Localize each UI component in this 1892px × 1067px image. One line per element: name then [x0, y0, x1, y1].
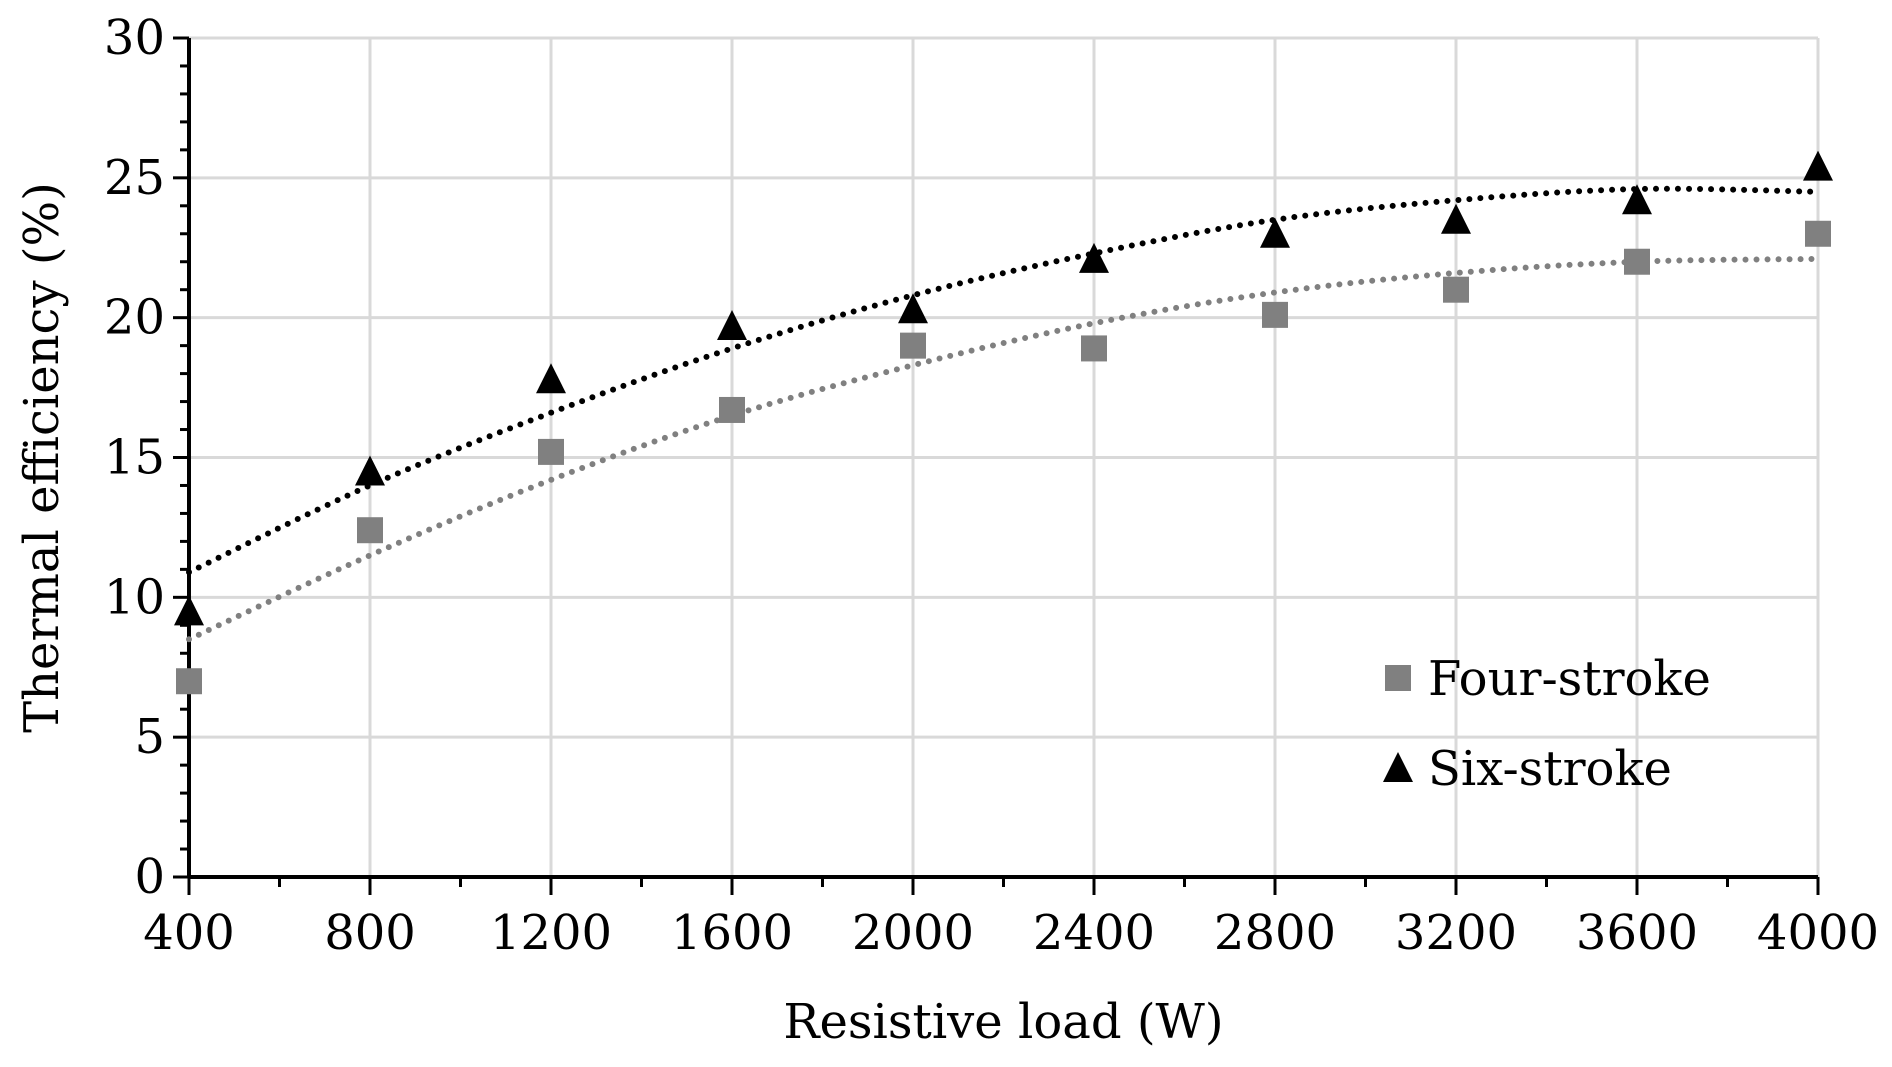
x-tick-label: 4000 [1757, 905, 1879, 961]
data-point-four-stroke [538, 438, 564, 465]
data-point-six-stroke [898, 293, 928, 324]
y-tick-label: 10 [104, 569, 165, 625]
x-tick-label: 1600 [671, 905, 793, 961]
y-tick-label: 15 [104, 430, 165, 486]
data-point-six-stroke [1441, 203, 1471, 234]
x-tick-label: 3600 [1576, 905, 1698, 961]
data-point-four-stroke [1262, 301, 1288, 328]
data-point-four-stroke [357, 517, 383, 544]
x-tick-label: 3200 [1395, 905, 1517, 961]
data-point-six-stroke [1803, 150, 1833, 181]
y-axis-title: Thermal efficiency (%) [14, 182, 70, 733]
legend-item-six-stroke [1383, 752, 1413, 782]
data-point-four-stroke [719, 396, 745, 423]
data-point-six-stroke [1079, 242, 1109, 273]
data-point-four-stroke [1805, 220, 1831, 247]
data-point-four-stroke [900, 332, 926, 359]
data-point-four-stroke [176, 668, 202, 695]
y-tick-label: 20 [104, 290, 165, 346]
x-tick-label: 400 [143, 905, 235, 961]
data-point-six-stroke [1622, 184, 1652, 215]
data-point-six-stroke [355, 455, 385, 486]
x-tick-label: 2000 [852, 905, 974, 961]
legend-marker-four-stroke [1385, 665, 1411, 691]
data-point-four-stroke [1081, 335, 1107, 362]
x-tick-label: 800 [324, 905, 416, 961]
x-tick-label: 1200 [490, 905, 612, 961]
legend: Four-stroke Six-stroke [1383, 651, 1711, 797]
y-tick-label: 5 [134, 709, 165, 765]
y-tick-label: 25 [104, 150, 165, 206]
legend-label-six-stroke: Six-stroke [1428, 741, 1672, 797]
x-tick-label: 2800 [1214, 905, 1336, 961]
legend-marker-six-stroke [1383, 752, 1413, 782]
ticks: 0 5 10 15 20 25 30 400 800 1200 1600 2000 2400 2800 32… [104, 10, 1879, 961]
legend-item-four-stroke [1385, 665, 1411, 691]
data-point-four-stroke [1624, 248, 1650, 275]
trendline-six-stroke [186, 185, 1821, 576]
data-point-six-stroke [536, 363, 566, 394]
data-point-six-stroke [1260, 217, 1290, 248]
data-point-four-stroke [1443, 276, 1469, 303]
trendlines [186, 185, 1821, 643]
legend-label-four-stroke: Four-stroke [1428, 651, 1711, 707]
grid [189, 36, 1820, 877]
data-point-six-stroke [174, 595, 204, 626]
y-tick-label: 30 [104, 10, 165, 66]
markers [174, 150, 1833, 695]
data-point-six-stroke [717, 310, 747, 341]
x-axis-title: Resistive load (W) [783, 994, 1223, 1050]
x-tick-label: 2400 [1033, 905, 1155, 961]
y-tick-label: 0 [134, 849, 165, 905]
trendline-four-stroke [186, 255, 1821, 643]
